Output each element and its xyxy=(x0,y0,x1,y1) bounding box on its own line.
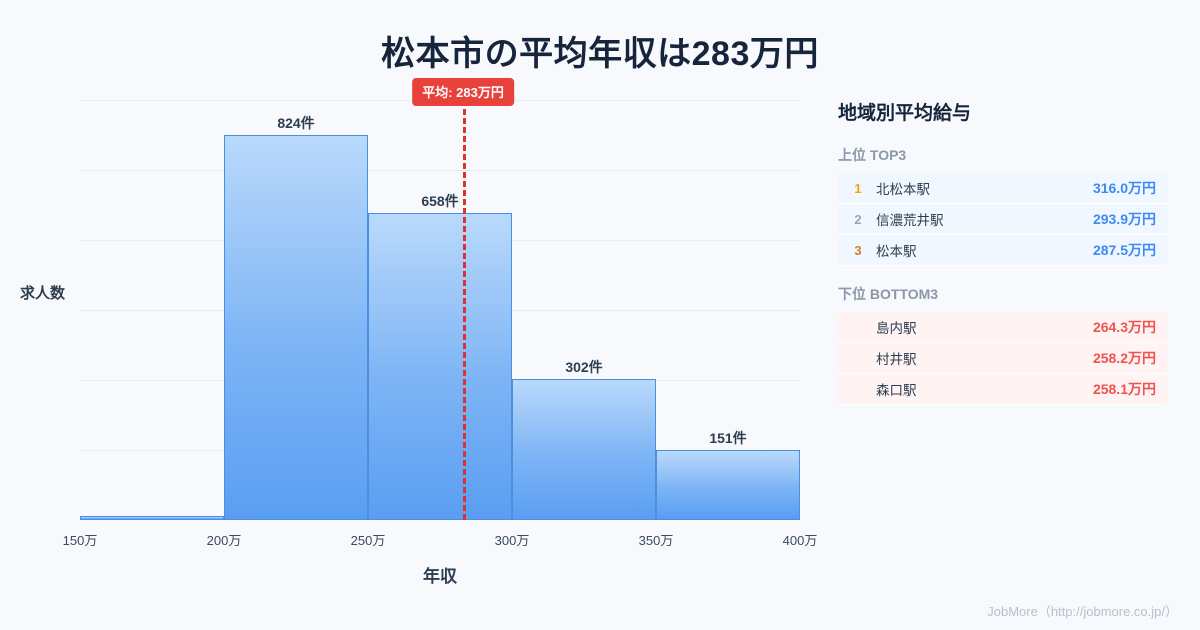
bar-value-label: 824件 xyxy=(277,115,315,132)
rank-salary-value: 293.9万円 xyxy=(1092,211,1156,227)
bar-value-label: 658件 xyxy=(421,192,459,209)
region-salary-panel: 地域別平均給与 上位 TOP3 1 北松本駅 316.0万円 2 信濃荒井駅 293.9万… xyxy=(838,98,1168,423)
rank-station-name: 松本駅 xyxy=(876,244,917,259)
x-axis-tick: 200万 xyxy=(206,533,242,548)
rank-salary-value: 287.5万円 xyxy=(1092,242,1156,258)
rank-station-name: 島内駅 xyxy=(876,321,917,336)
x-axis-tick: 150万 xyxy=(62,533,98,548)
average-badge: 平均: 283万円 xyxy=(412,78,514,106)
rank-row: 2 信濃荒井駅 293.9万円 xyxy=(838,204,1168,235)
x-axis-label: 年収 xyxy=(423,567,457,586)
rank-row: 1 北松本駅 316.0万円 xyxy=(838,173,1168,204)
rank-station-name: 北松本駅 xyxy=(876,182,930,197)
histogram-bar xyxy=(656,449,800,520)
footer-credit: JobMore（http://jobmore.co.jp/） xyxy=(987,604,1178,619)
rank-number: 1 xyxy=(854,180,862,196)
panel-title: 地域別平均給与 xyxy=(838,103,972,124)
x-axis-tick: 350万 xyxy=(638,533,674,548)
average-line xyxy=(463,100,467,520)
bottom-section-heading: 下位 BOTTOM3 xyxy=(838,286,939,302)
rank-salary-value: 258.1万円 xyxy=(1092,381,1156,397)
histogram-bar xyxy=(368,212,512,520)
page-title: 松本市の平均年収は283万円 xyxy=(381,35,819,73)
histogram-bar xyxy=(80,516,224,520)
histogram-chart: 求人数 824件 658件 302件 151件 150万 200万 250万 300万 350万… xyxy=(20,78,820,586)
rank-salary-value: 258.2万円 xyxy=(1092,350,1156,366)
rank-row: 島内駅 264.3万円 xyxy=(838,312,1168,343)
bottom-rank-list: 島内駅 264.3万円村井駅 258.2万円森口駅 258.1万円 xyxy=(838,312,1168,405)
rank-salary-value: 316.0万円 xyxy=(1092,180,1156,196)
histogram-bar xyxy=(224,135,368,520)
rank-number: 2 xyxy=(854,211,862,227)
bar-value-label: 151件 xyxy=(709,429,747,446)
x-axis-tick: 250万 xyxy=(350,533,386,548)
bar-value-label: 302件 xyxy=(565,359,603,376)
top-rank-list: 1 北松本駅 316.0万円 2 信濃荒井駅 293.9万円 3 松本駅 287.5万円 xyxy=(838,173,1168,266)
rank-row: 森口駅 258.1万円 xyxy=(838,374,1168,405)
plot-area: 824件 658件 302件 151件 150万 200万 250万 300万 350万 400万… xyxy=(63,78,817,548)
histogram-bar xyxy=(512,379,656,520)
top-section-heading: 上位 TOP3 xyxy=(838,147,907,163)
rank-station-name: 森口駅 xyxy=(876,383,917,398)
rank-row: 村井駅 258.2万円 xyxy=(838,343,1168,374)
gridline xyxy=(80,170,800,171)
rank-station-name: 村井駅 xyxy=(876,352,917,367)
x-axis-tick: 400万 xyxy=(782,533,818,548)
y-axis-label: 求人数 xyxy=(20,285,66,302)
rank-salary-value: 264.3万円 xyxy=(1092,319,1156,335)
rank-row: 3 松本駅 287.5万円 xyxy=(838,235,1168,266)
rank-number: 3 xyxy=(854,242,862,258)
x-axis-tick: 300万 xyxy=(494,533,530,548)
rank-station-name: 信濃荒井駅 xyxy=(876,213,944,228)
